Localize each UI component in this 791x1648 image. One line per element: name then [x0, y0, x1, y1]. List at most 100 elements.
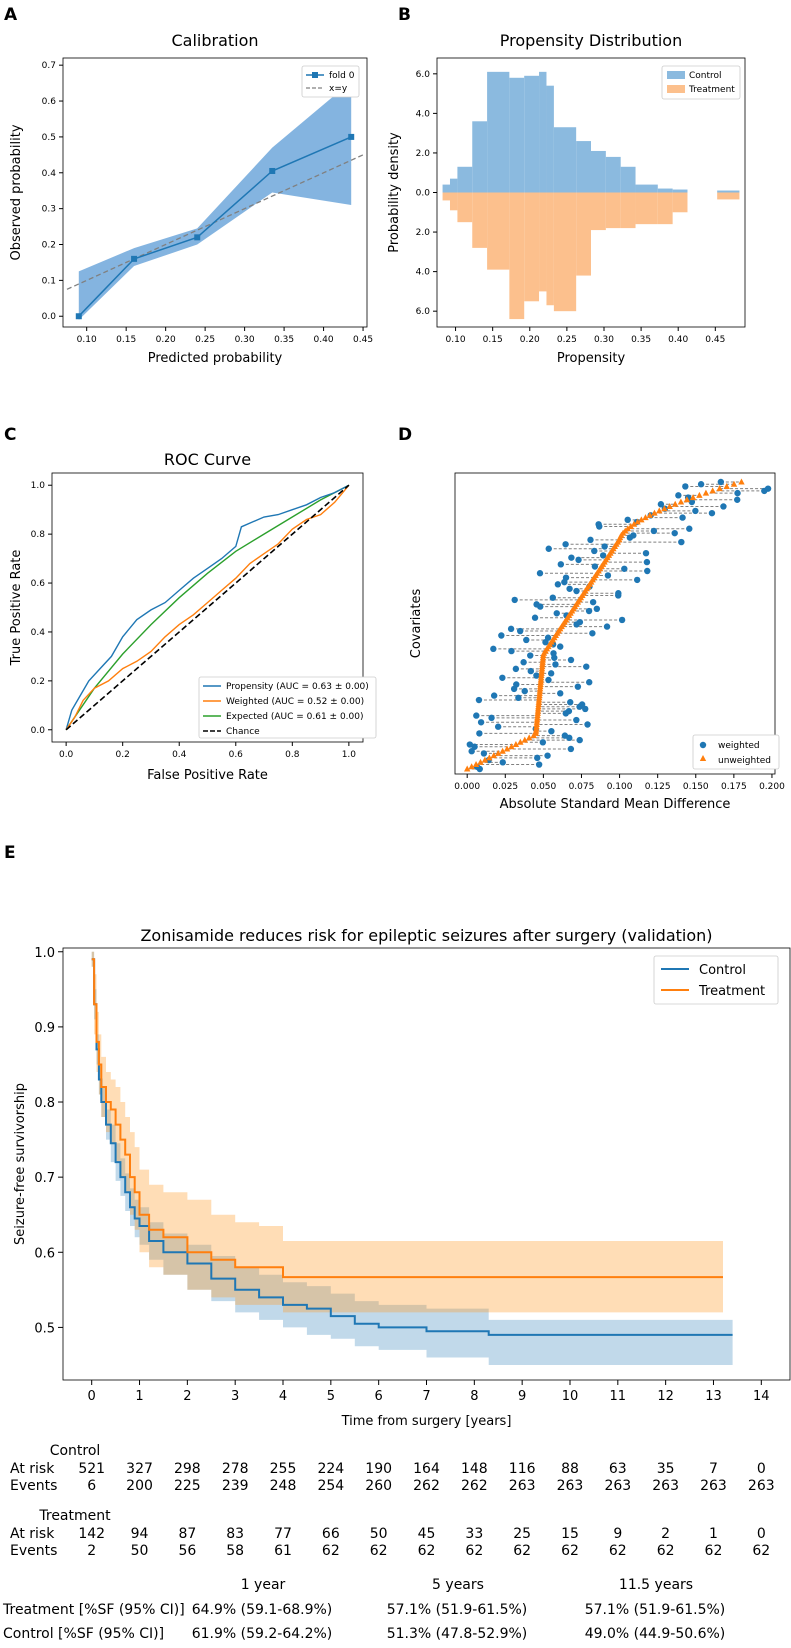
treatment-ci-band — [91, 951, 723, 1313]
legend-label-control: Control — [699, 963, 746, 978]
treatment-at-risk-value: 66 — [322, 1526, 340, 1542]
treatment-events-label: Events — [10, 1543, 57, 1559]
sf-value: 57.1% (51.9-61.5%) — [387, 1602, 528, 1618]
weighted-point — [557, 643, 564, 650]
control-bar — [591, 150, 606, 193]
unweighted-point — [477, 758, 484, 765]
weighted-point — [764, 485, 772, 492]
control-at-risk-value: 224 — [317, 1461, 344, 1477]
smd-legend — [692, 734, 780, 770]
x-tick-label: 0.45 — [705, 335, 725, 345]
sf-header: 1 year — [241, 1577, 286, 1593]
treatment-bar — [605, 192, 621, 229]
treatment-events-value: 62 — [752, 1543, 770, 1559]
y-axis-label: Probability density — [387, 132, 402, 253]
weighted-point — [515, 694, 522, 702]
weighted-point — [697, 481, 705, 488]
x-tick-label: 0.000 — [454, 782, 480, 792]
y-tick-label: 0.1 — [42, 276, 56, 286]
treatment-events-value: 2 — [87, 1543, 96, 1559]
weighted-point — [682, 483, 689, 490]
control-events-value: 239 — [222, 1478, 249, 1494]
control-at-risk-value: 190 — [365, 1461, 392, 1477]
x-tick-label: 0.10 — [446, 335, 466, 345]
weighted-point — [630, 532, 637, 539]
weighted-point — [531, 614, 539, 621]
treatment-bar — [442, 192, 450, 201]
treatment-bar — [576, 192, 591, 276]
calibration-ci-band — [78, 81, 352, 320]
unweighted-point — [508, 743, 515, 750]
weighted-point — [498, 632, 505, 639]
unweighted-point — [723, 482, 730, 489]
panel-label-c: C — [4, 425, 16, 445]
weighted-point — [575, 556, 582, 564]
weighted-point — [587, 536, 594, 544]
weighted-point — [562, 541, 569, 548]
weighted-point — [475, 696, 483, 704]
y-tick-label: 0.6 — [31, 579, 46, 589]
treatment-at-risk-value: 0 — [757, 1526, 766, 1542]
y-tick-label: 0.8 — [34, 1096, 55, 1111]
weighted-point — [734, 496, 741, 503]
weighted-point — [536, 570, 544, 577]
weighted-point — [539, 739, 547, 746]
weighted-point — [554, 581, 562, 588]
x-tick-label: 0.200 — [759, 782, 785, 792]
treatment-at-risk-label: At risk — [10, 1526, 55, 1542]
control-at-risk-label: At risk — [10, 1461, 55, 1477]
unweighted-point — [683, 496, 691, 503]
legend-swatch-treatment — [667, 85, 685, 93]
unweighted-point — [627, 522, 634, 529]
x-tick-label: 1 — [135, 1389, 143, 1404]
weighted-point — [679, 514, 686, 521]
treatment-events-value: 62 — [322, 1543, 340, 1559]
expected-roc-line — [65, 484, 350, 731]
y-tick-label: 0.8 — [31, 530, 46, 540]
x-tick-label: 0.40 — [314, 335, 334, 345]
y-axis-label: Observed probability — [9, 124, 24, 260]
control-bar — [717, 190, 740, 193]
weighted-point — [527, 652, 534, 659]
x-tick-label: 0.175 — [721, 782, 747, 792]
x-tick-label: 0.150 — [683, 782, 709, 792]
control-bar — [539, 71, 547, 193]
unweighted-point — [526, 734, 533, 741]
weighted-point — [566, 585, 573, 592]
x-tick-label: 0.10 — [77, 335, 97, 345]
y-tick-label: 0.7 — [42, 61, 56, 71]
control-bar — [509, 77, 525, 193]
x-tick-label: 11 — [610, 1389, 627, 1404]
chance-line — [65, 484, 350, 731]
legend-label-control: Control — [689, 71, 722, 81]
control-at-risk-value: 255 — [270, 1461, 297, 1477]
weighted-point — [671, 529, 678, 537]
km-title: Zonisamide reduces risk for epileptic se… — [140, 926, 712, 945]
treatment-events-value: 58 — [226, 1543, 244, 1559]
weighted-point — [544, 634, 552, 641]
control-bar — [635, 184, 658, 193]
weighted-point — [553, 610, 560, 617]
treatment-bar — [717, 192, 740, 200]
unweighted-point — [738, 478, 745, 485]
x-tick-label: 0.25 — [557, 335, 577, 345]
control-bar — [605, 156, 621, 193]
x-tick-label: 0.6 — [229, 750, 244, 760]
x-tick-label: 0.4 — [172, 750, 187, 760]
unweighted-point — [646, 511, 654, 518]
y-tick-label: 0.0 — [416, 189, 431, 199]
control-events-value: 263 — [700, 1478, 727, 1494]
weighted-point — [521, 687, 528, 695]
x-tick-label: 0.30 — [594, 335, 614, 345]
unweighted-point — [494, 749, 502, 756]
control-bar — [620, 166, 636, 193]
unweighted-point — [503, 745, 511, 752]
treatment-events-value: 62 — [418, 1543, 436, 1559]
x-tick-label: 0.075 — [569, 782, 595, 792]
treatment-bar — [457, 192, 473, 223]
treatment-bar — [472, 192, 488, 248]
weighted-point — [734, 489, 741, 497]
x-axis-label: Predicted probability — [148, 351, 283, 366]
weighted-point — [490, 692, 498, 699]
x-tick-label: 3 — [231, 1389, 239, 1404]
